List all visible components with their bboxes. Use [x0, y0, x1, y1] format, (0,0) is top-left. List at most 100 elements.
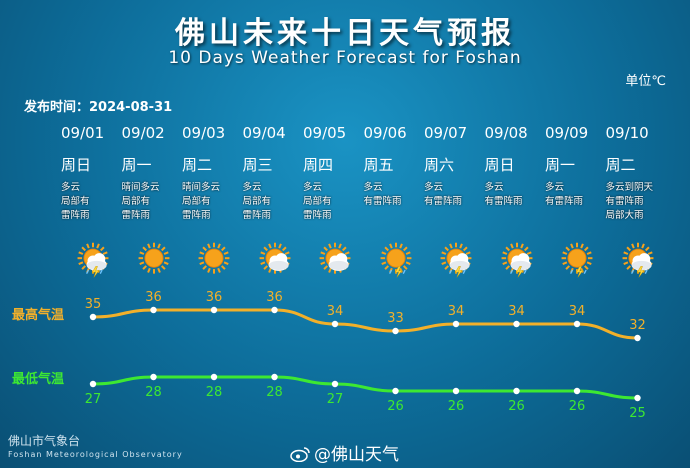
forecast-description: 多云 有雷阵雨: [485, 181, 549, 209]
forecast-description-line: 局部有: [303, 196, 332, 207]
forecast-description: 多云 有雷阵雨: [545, 181, 609, 209]
forecast-weekday: 周一: [121, 156, 152, 174]
sun-cloud-thunder-icon: [501, 242, 532, 278]
forecast-description-line: 局部有: [182, 196, 211, 207]
high-temp-point: [634, 334, 641, 342]
sun-icon: [138, 242, 169, 274]
high-temp-value: 36: [266, 290, 283, 305]
high-temp-point: [452, 320, 460, 328]
forecast-description-line: 有雷阵雨: [605, 196, 644, 207]
forecast-description: 多云 局部有 雷阵雨: [303, 181, 367, 223]
low-temp-label: 最低气温: [12, 372, 65, 387]
forecast-date: 09/08: [484, 124, 528, 142]
sun-thunder-icon: [561, 242, 593, 278]
forecast-weekday: 周二: [605, 156, 636, 174]
sun-icon: [198, 242, 230, 274]
low-temp-value: 27: [85, 392, 102, 407]
low-temp-value: 28: [266, 385, 283, 400]
low-temp-value: 26: [508, 399, 525, 414]
forecast-description: 多云 有雷阵雨: [424, 181, 488, 209]
low-temp-point: [150, 373, 157, 381]
forecast-date: 09/05: [303, 124, 347, 142]
forecast-weekday: 周三: [242, 156, 273, 174]
low-temp-point: [573, 387, 581, 395]
high-temp-point: [271, 306, 278, 314]
low-temp-point: [210, 373, 218, 381]
observatory-name: 佛山市气象台: [8, 434, 81, 448]
low-temp-value: 27: [327, 392, 344, 407]
forecast-description: 晴间多云局部有雷阵雨: [182, 181, 246, 223]
forecast-description-line: 多云: [545, 182, 565, 193]
forecast-description-line: 有雷阵雨: [424, 196, 463, 207]
high-temp-value: 36: [206, 290, 223, 305]
forecast-description-line: 多云: [61, 182, 81, 193]
weibo-icon: [290, 447, 310, 462]
sun-cloud-thunder-icon: [77, 242, 109, 278]
high-temp-value: 33: [387, 311, 404, 326]
forecast-description-line: 局部大雨: [605, 210, 644, 221]
forecast-date: 09/06: [363, 124, 407, 142]
high-temp-value: 34: [508, 304, 525, 319]
low-temp-value: 26: [569, 399, 586, 414]
forecast-description: 晴间多云 局部有 雷阵雨: [122, 181, 186, 223]
forecast-weekday: 周五: [363, 156, 394, 174]
forecast-description-line: 局部有: [121, 196, 151, 207]
sun-cloud-icon: [259, 242, 290, 274]
forecast-weekday: 周六: [424, 156, 455, 174]
low-temp-point: [513, 387, 520, 395]
forecast-description-line: 雷阵雨: [303, 210, 332, 221]
forecast-date: 09/04: [242, 124, 286, 142]
forecast-weekday: 周四: [303, 156, 334, 174]
forecast-description-line: 有雷阵雨: [484, 196, 523, 207]
low-temp-point: [271, 373, 278, 381]
high-temp-point: [150, 306, 157, 314]
high-temp-label: 最高气温: [12, 308, 65, 323]
high-temp-line: [92, 308, 638, 340]
forecast-description-line: 晴间多云: [182, 182, 221, 193]
forecast-weekday: 周日: [61, 156, 92, 174]
high-temp-value: 36: [145, 290, 162, 305]
forecast-date: 09/01: [61, 124, 105, 142]
forecast-description-line: 局部有: [61, 196, 90, 207]
forecast-description: 多云 局部有 雷阵雨: [243, 181, 307, 223]
forecast-date: 09/02: [121, 124, 165, 142]
high-temp-point: [573, 320, 581, 328]
high-temp-point: [392, 327, 399, 335]
page-title: 佛山未来十日天气预报: [175, 16, 515, 51]
forecast-description-line: 雷阵雨: [242, 210, 272, 221]
forecast-weekday: 周二: [182, 156, 213, 174]
forecast-date: 09/03: [182, 124, 226, 142]
forecast-description-line: 有雷阵雨: [363, 196, 402, 207]
low-temp-point: [634, 394, 641, 402]
sun-cloud-thunder-icon: [622, 242, 653, 278]
low-temp-point: [89, 380, 97, 388]
high-temp-value: 34: [327, 304, 344, 319]
forecast-description-line: 雷阵雨: [121, 210, 151, 221]
low-temp-line: [92, 375, 638, 400]
forecast-description-line: 多云: [303, 182, 323, 193]
forecast-description-line: 多云到阴天: [605, 182, 654, 193]
forecast-description-line: 有雷阵雨: [545, 196, 584, 207]
forecast-description: 多云 有雷阵雨: [364, 181, 428, 209]
low-temp-point: [331, 380, 339, 388]
low-temp-point: [392, 387, 399, 395]
forecast-description-line: 多云: [242, 182, 262, 193]
forecast-weekday: 周日: [484, 156, 515, 174]
forecast-description-line: 多云: [424, 182, 444, 193]
sun-cloud-icon: [319, 242, 351, 274]
forecast-date: 09/09: [545, 124, 589, 142]
forecast-date: 09/10: [605, 124, 649, 142]
high-temp-point: [210, 306, 218, 314]
low-temp-value: 28: [206, 385, 223, 400]
high-temp-point: [89, 313, 97, 321]
high-temp-value: 34: [569, 304, 586, 319]
forecast-description-line: 雷阵雨: [182, 210, 211, 221]
forecast-description: 多云 局部有 雷阵雨: [61, 181, 125, 223]
forecast-weekday: 周一: [545, 156, 576, 174]
forecast-description: 多云到阴天有雷阵雨局部大雨: [606, 181, 670, 223]
unit-label: 单位℃: [625, 74, 666, 89]
low-temp-value: 26: [387, 399, 404, 414]
high-temp-value: 32: [629, 318, 646, 333]
forecast-description-line: 多云: [484, 182, 504, 193]
